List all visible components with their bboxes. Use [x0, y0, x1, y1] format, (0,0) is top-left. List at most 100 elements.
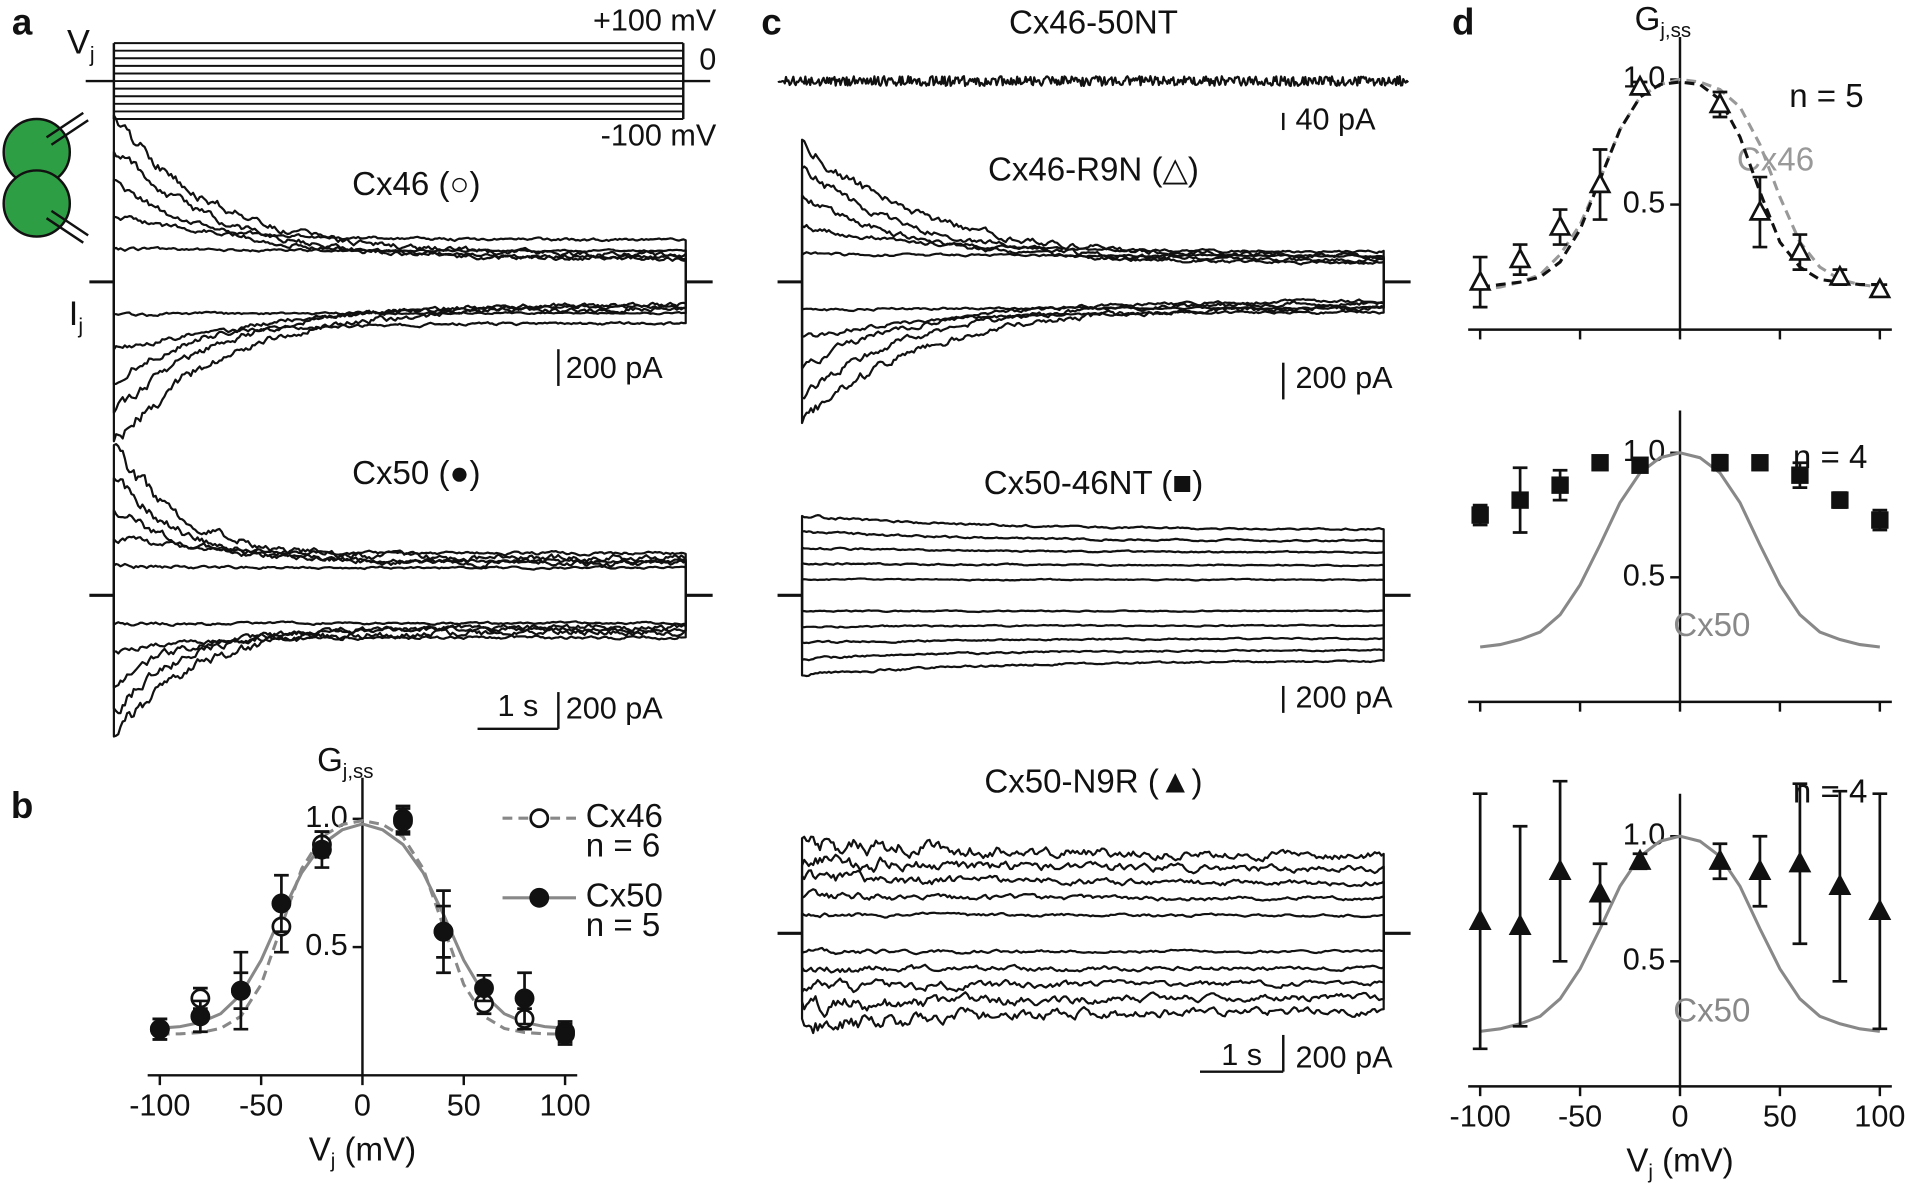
fit-label: Cx50: [1673, 993, 1750, 1030]
current-trace: [800, 281, 1385, 339]
fit-curve: [1479, 834, 1881, 1033]
marker: [1468, 908, 1492, 930]
current-trace: [800, 595, 1385, 645]
x-tick-label: -100: [129, 1088, 190, 1122]
y-tick-label: 0.5: [1623, 942, 1666, 976]
current-trace: [800, 835, 1385, 934]
fit-curve: [159, 819, 566, 1036]
marker: [149, 1019, 170, 1040]
marker: [1511, 491, 1529, 509]
marker: [1751, 454, 1769, 472]
legend-label: Cx46: [586, 798, 663, 835]
vj-label-sub: j: [89, 42, 95, 66]
marker: [1508, 246, 1532, 269]
x-tick-label: 100: [1854, 1099, 1905, 1133]
x-axis-label-sub: j: [330, 1150, 336, 1173]
x-axis-label-main: V: [1626, 1142, 1648, 1179]
y-axis-label-sub: j,ss: [1659, 19, 1691, 42]
marker: [1828, 264, 1852, 286]
current-trace: [800, 165, 1385, 282]
current-trace: [800, 933, 1385, 1018]
marker: [1591, 454, 1609, 472]
electrode: [45, 217, 84, 244]
current-trace: [800, 933, 1385, 994]
current-trace: [800, 530, 1385, 596]
marker: [1788, 239, 1812, 261]
marker: [1631, 456, 1649, 474]
scale-label: 40 pA: [1296, 103, 1377, 137]
current-trace: [112, 595, 687, 655]
legend-marker: [529, 808, 550, 829]
legend-label: Cx50: [586, 878, 663, 915]
marker: [474, 978, 494, 999]
ij-label: Ij: [69, 295, 83, 338]
current-trace: [800, 514, 1385, 596]
marker: [1868, 276, 1892, 299]
current-trace: [800, 595, 1385, 614]
current-trace: [112, 562, 687, 596]
ij-label-main: I: [69, 295, 79, 333]
current-trace: [112, 281, 687, 318]
cell-pair: [2, 111, 89, 244]
sample-size: n = 4: [1793, 773, 1867, 810]
marker: [1828, 873, 1852, 895]
current-trace: [112, 215, 687, 282]
fit-curve: [1479, 80, 1880, 289]
current-trace: [112, 281, 687, 351]
cell: [2, 169, 72, 238]
marker: [230, 980, 251, 1001]
legend-n: n = 5: [586, 907, 660, 944]
trace-title: Cx46-R9N (△): [988, 151, 1199, 188]
trace-title: Cx50-46NT (■): [984, 465, 1204, 502]
protocol-zero-label: 0: [699, 43, 716, 77]
marker: [312, 839, 332, 860]
sample-size: n = 5: [1789, 78, 1863, 115]
x-tick-label: -50: [239, 1088, 283, 1122]
marker: [1748, 858, 1772, 880]
marker: [514, 988, 535, 1009]
scale-label: 1 s: [498, 689, 539, 723]
y-tick-label: 0.5: [305, 928, 348, 962]
current-trace: [800, 561, 1385, 596]
marker: [555, 1024, 575, 1045]
current-trace: [800, 933, 1385, 1035]
vj-label: Vj: [67, 23, 95, 66]
fit-label: Cx46: [1737, 142, 1814, 179]
x-tick-label: 100: [540, 1088, 591, 1122]
current-trace: [112, 595, 687, 627]
fit-curve: [1479, 77, 1881, 292]
y-tick-label: 1.0: [305, 800, 348, 834]
electrode: [45, 111, 84, 139]
x-tick-label: 50: [447, 1088, 481, 1122]
x-tick-label: 50: [1763, 1099, 1797, 1133]
marker: [1791, 466, 1809, 484]
legend-n: n = 6: [586, 827, 660, 864]
x-axis-label-sub: j: [1647, 1161, 1653, 1184]
marker: [1588, 881, 1612, 903]
trace-title: Cx46-50NT: [1009, 4, 1178, 41]
scale-label: 200 pA: [1296, 681, 1394, 715]
electrode: [50, 209, 89, 237]
current-trace: [800, 911, 1385, 934]
x-axis-label: Vj (mV): [309, 1131, 416, 1173]
marker: [1508, 913, 1532, 935]
marker: [1711, 454, 1729, 472]
marker: [1471, 506, 1489, 524]
x-axis-label-main: V: [309, 1131, 331, 1168]
current-trace: [800, 933, 1385, 956]
marker: [1628, 848, 1652, 870]
scale-label: 200 pA: [1296, 361, 1394, 395]
trace-title: Cx50 (●): [352, 455, 480, 492]
current-trace: [800, 194, 1385, 282]
current-trace: [112, 114, 687, 282]
scale-label: 200 pA: [566, 351, 664, 385]
legend-marker: [529, 887, 550, 908]
marker: [1551, 476, 1569, 494]
marker: [1708, 848, 1732, 870]
y-axis-label: Gj,ss: [1635, 1, 1691, 43]
x-axis-label: Vj (mV): [1626, 1142, 1733, 1184]
y-tick-label: 1.0: [1623, 817, 1666, 851]
y-axis-label: Gj,ss: [317, 742, 373, 784]
panel-label: c: [761, 1, 781, 42]
